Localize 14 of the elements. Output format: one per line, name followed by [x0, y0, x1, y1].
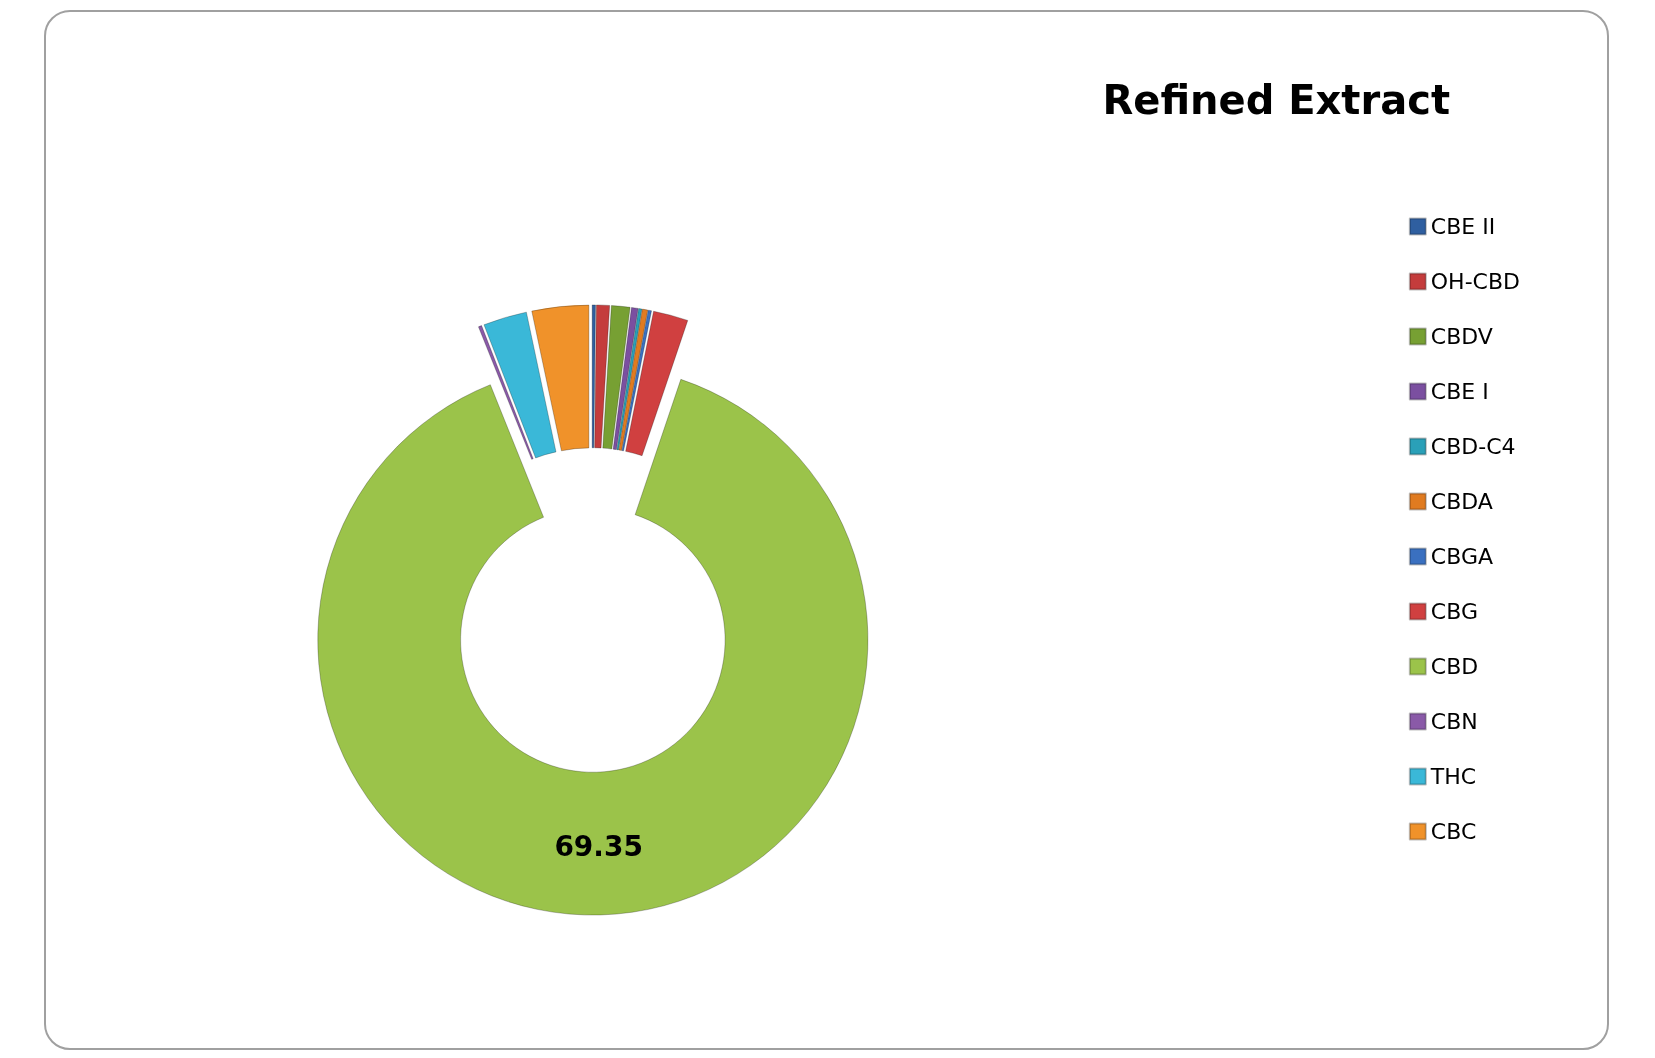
- legend-label: CBC: [1430, 819, 1477, 844]
- legend-label: CBD: [1430, 654, 1479, 679]
- legend-label: CBE I: [1430, 379, 1489, 404]
- legend-label: CBG: [1430, 599, 1478, 624]
- data-label: 69.35: [554, 830, 643, 864]
- legend-label: CBDV: [1430, 324, 1493, 349]
- legend-label: CBGA: [1430, 544, 1493, 569]
- legend-label: THC: [1429, 764, 1477, 789]
- chart-title: Refined Extract: [1102, 77, 1451, 123]
- legend-label: CBDA: [1430, 489, 1493, 514]
- legend-label: CBD-C4: [1430, 434, 1516, 459]
- legend-label: CBE II: [1430, 214, 1496, 239]
- legend-label: CBN: [1430, 709, 1478, 734]
- legend-label: OH-CBD: [1430, 269, 1521, 294]
